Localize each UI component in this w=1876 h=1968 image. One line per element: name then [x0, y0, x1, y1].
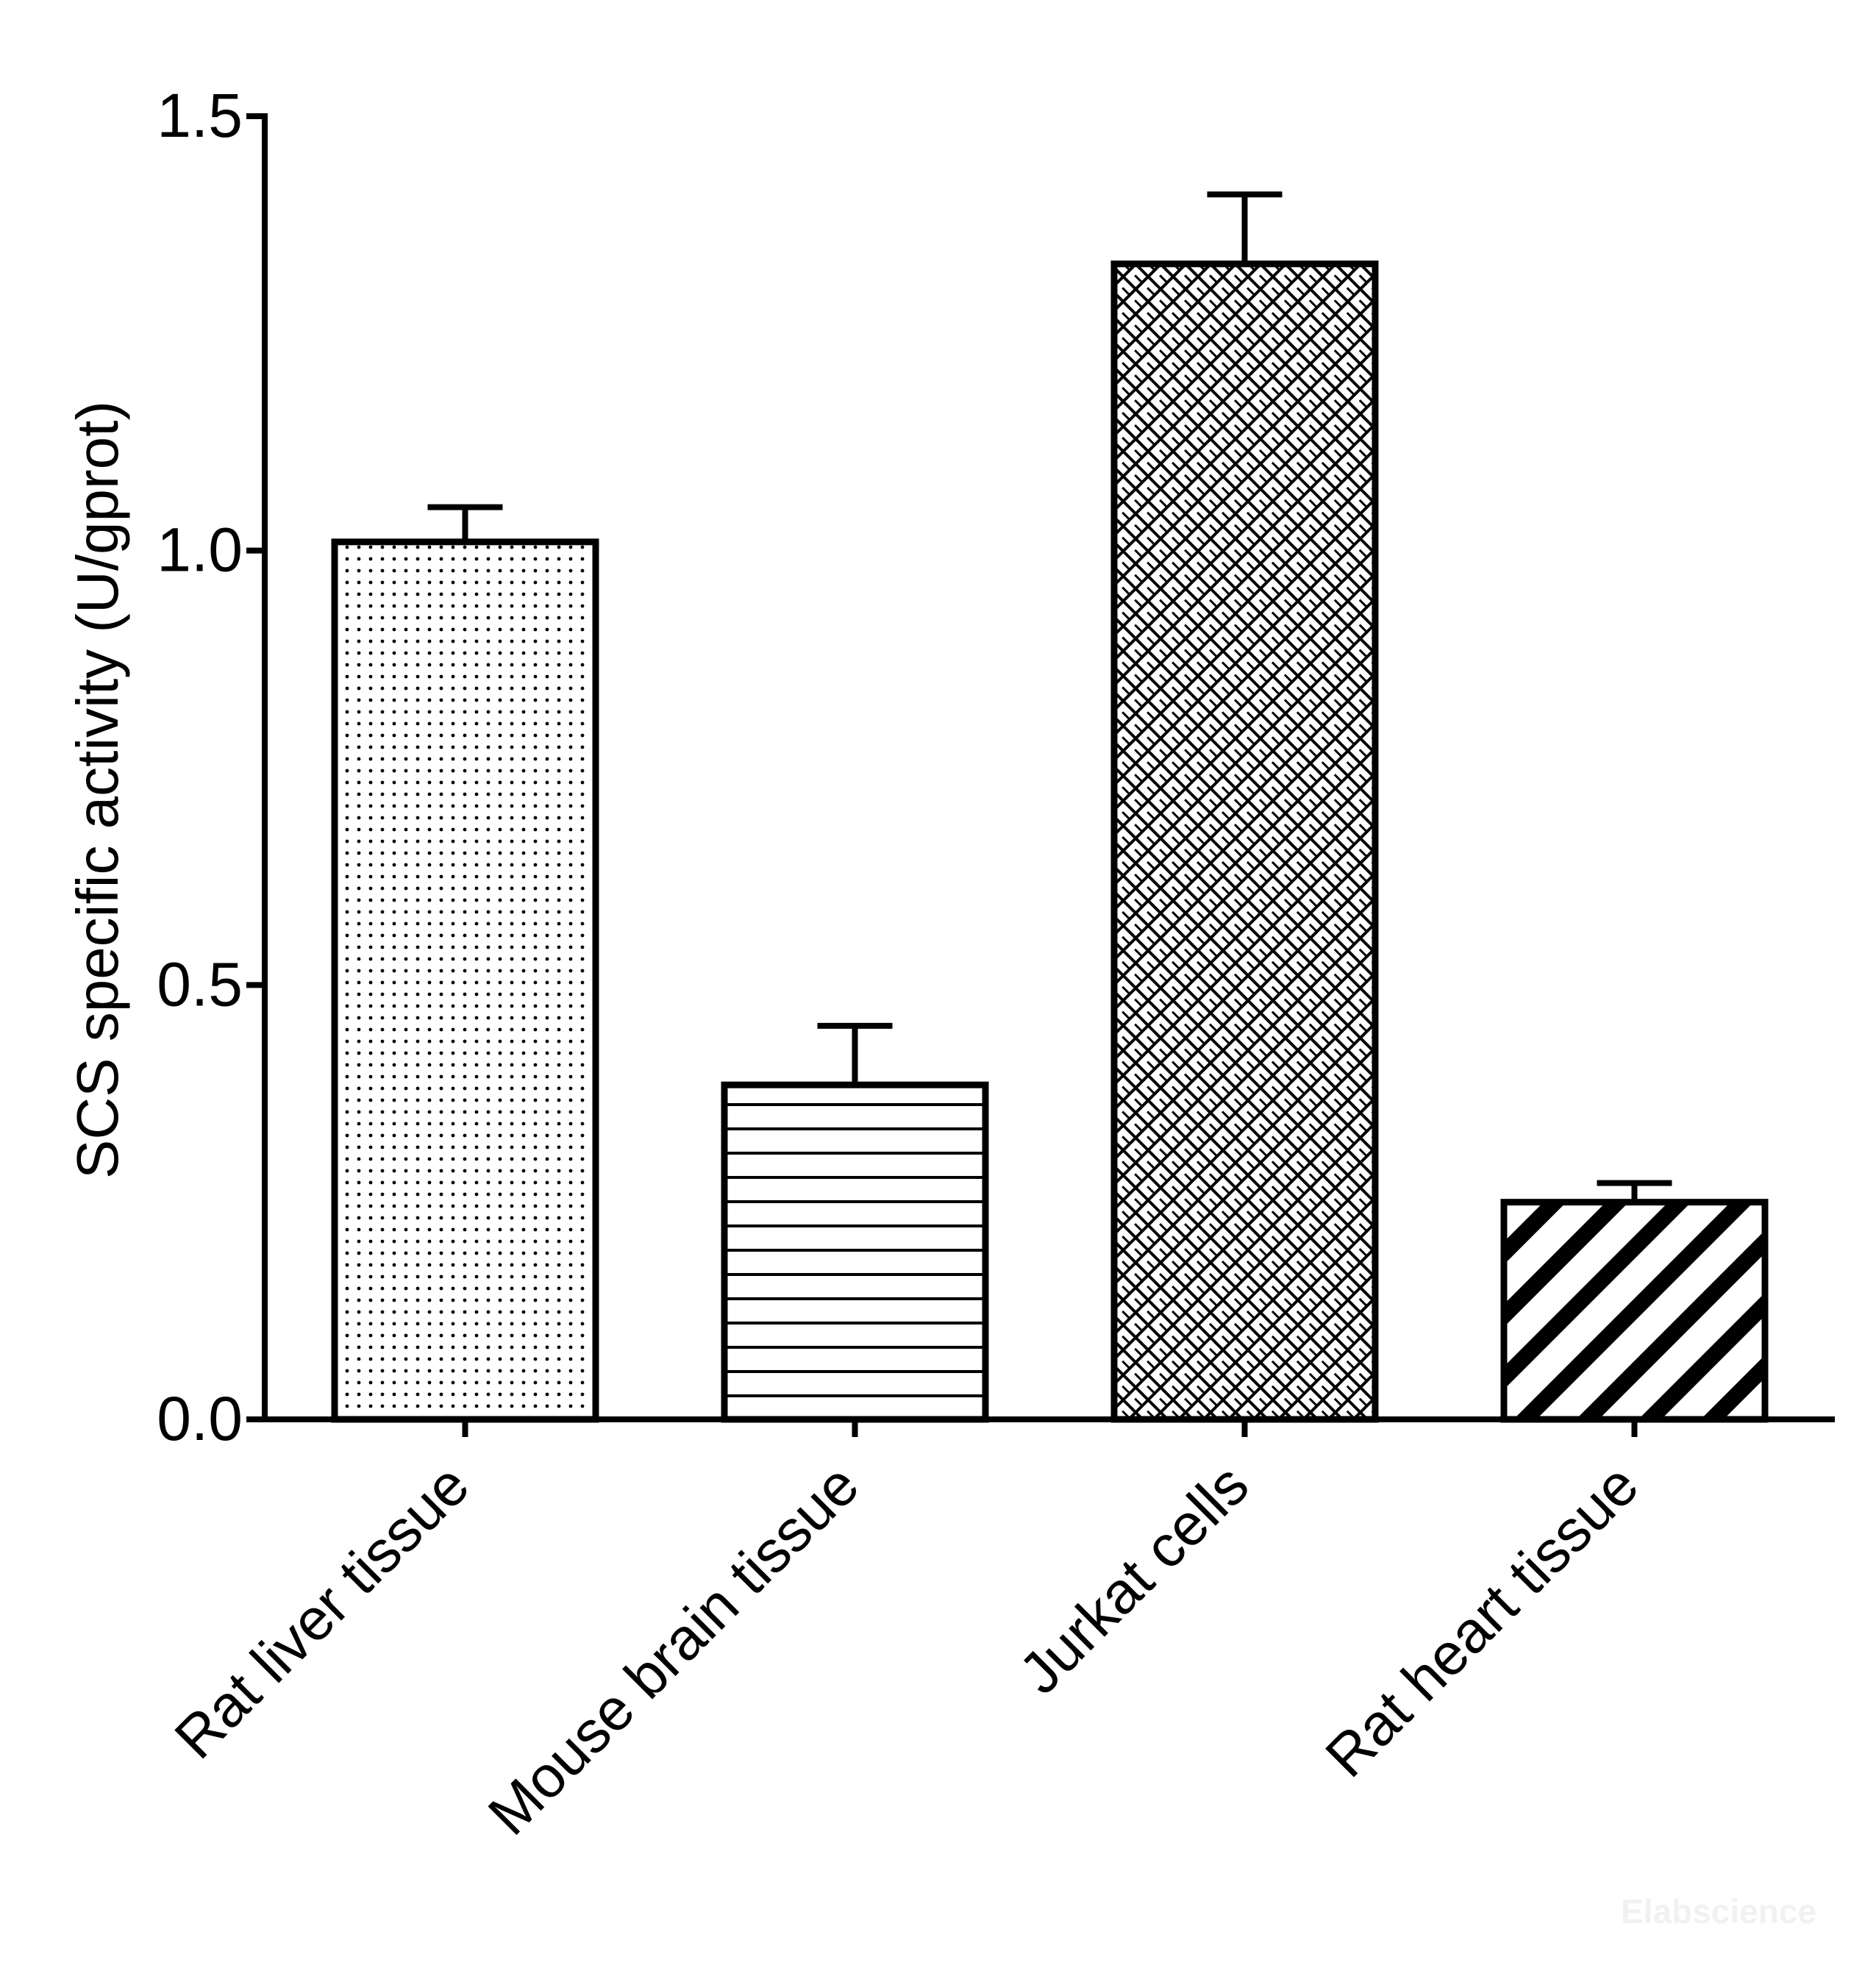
x-tick-label-rat-heart-tissue: Rat heart tissue	[1313, 1452, 1650, 1789]
y-tick-label: 0.0	[157, 1384, 243, 1453]
y-axis-title: SCS specific activity (U/gprot)	[65, 401, 130, 1179]
error-bars-group	[427, 191, 1672, 1202]
y-ticks-group: 0.0 0.5 1.0 1.5	[157, 81, 265, 1453]
bars-group	[331, 260, 1769, 1423]
bar-jurkat-cells	[1110, 260, 1379, 1423]
x-tick-label-jurkat-cells: Jurkat cells	[1007, 1452, 1261, 1706]
bar-rat-heart-tissue	[1500, 1199, 1769, 1423]
y-tick-label: 1.0	[157, 516, 243, 585]
x-tick-label-rat-liver-tissue: Rat liver tissue	[163, 1452, 482, 1771]
bar-rat-liver-tissue	[331, 538, 599, 1423]
x-tick-label-mouse-brain-tissue: Mouse brain tissue	[476, 1452, 871, 1847]
y-tick-label: 0.5	[157, 949, 243, 1019]
bar-mouse-brain-tissue	[721, 1081, 989, 1423]
watermark: Elabscience	[1621, 1892, 1816, 1930]
y-tick-label: 1.5	[157, 81, 243, 150]
